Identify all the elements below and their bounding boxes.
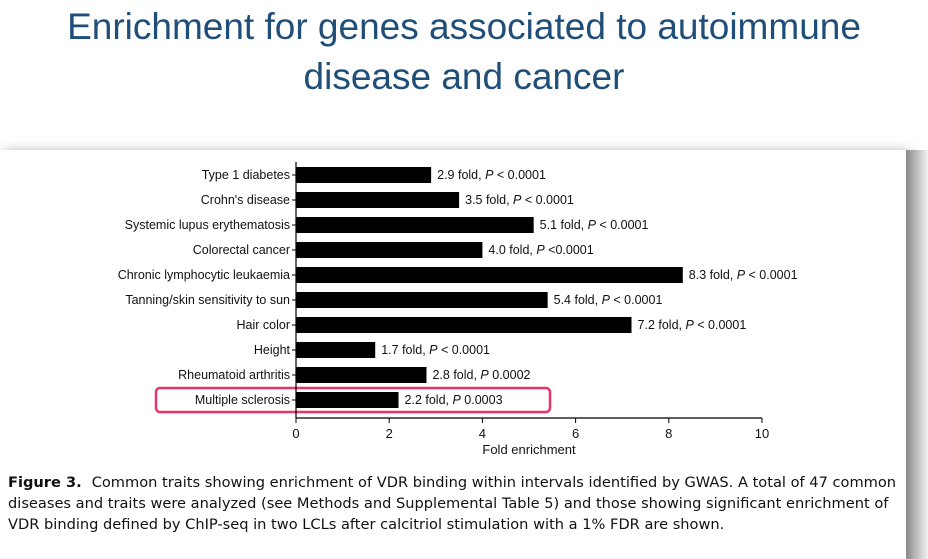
bar — [296, 342, 376, 358]
category-label: Height — [254, 343, 291, 357]
category-label: Chronic lymphocytic leukaemia — [118, 268, 290, 282]
bar — [296, 367, 427, 383]
slide-title-line-2: disease and cancer — [303, 56, 625, 97]
bar-value-label: 2.9 fold, P < 0.0001 — [437, 168, 546, 182]
x-tick-label: 8 — [665, 426, 672, 441]
bar — [296, 242, 483, 258]
figure-label: Figure 3. — [8, 474, 82, 491]
category-label: Crohn's disease — [201, 193, 290, 207]
x-tick-label: 4 — [479, 426, 486, 441]
x-tick-label: 6 — [572, 426, 579, 441]
category-label: Colorectal cancer — [193, 243, 290, 257]
bar-chart: Type 1 diabetes 2.9 fold, P < 0.0001 Crohn… — [118, 162, 798, 457]
figure-caption-text: Common traits showing enrichment of VDR … — [8, 474, 897, 533]
bar-value-label: 5.1 fold, P < 0.0001 — [540, 218, 649, 232]
x-tick-label: 0 — [292, 426, 299, 441]
bar-value-label: 2.8 fold, P 0.0002 — [432, 368, 530, 382]
bar — [296, 392, 399, 408]
figure-caption: Figure 3. Common traits showing enrichmen… — [8, 472, 908, 535]
bar-value-label: 2.2 fold, P 0.0003 — [405, 393, 503, 407]
category-label: Hair color — [237, 318, 291, 332]
figure-panel-edge — [906, 150, 928, 559]
x-axis-title: Fold enrichment — [482, 442, 576, 457]
bar — [296, 167, 432, 183]
x-tick-label: 10 — [755, 426, 769, 441]
category-label: Tanning/skin sensitivity to sun — [125, 293, 290, 307]
highlight-box — [154, 386, 552, 414]
bar — [296, 192, 460, 208]
bar — [296, 267, 683, 283]
bar-value-label: 1.7 fold, P < 0.0001 — [381, 343, 490, 357]
bar-value-label: 5.4 fold, P < 0.0001 — [554, 293, 663, 307]
bar-value-label: 3.5 fold, P < 0.0001 — [465, 193, 574, 207]
bar — [296, 317, 632, 333]
category-label: Systemic lupus erythematosis — [125, 218, 290, 232]
bar-value-label: 8.3 fold, P < 0.0001 — [689, 268, 798, 282]
category-label: Rheumatoid arthritis — [178, 368, 290, 382]
slide-title-line-1: Enrichment for genes associated to autoi… — [67, 6, 861, 47]
bar-value-label: 7.2 fold, P < 0.0001 — [638, 318, 747, 332]
bar — [296, 292, 548, 308]
bar-value-label: 4.0 fold, P <0.0001 — [488, 243, 593, 257]
x-tick-label: 2 — [386, 426, 393, 441]
bar — [296, 217, 534, 233]
category-label: Type 1 diabetes — [202, 168, 290, 182]
slide-title: Enrichment for genes associated to autoi… — [0, 2, 928, 102]
category-label: Multiple sclerosis — [195, 393, 290, 407]
